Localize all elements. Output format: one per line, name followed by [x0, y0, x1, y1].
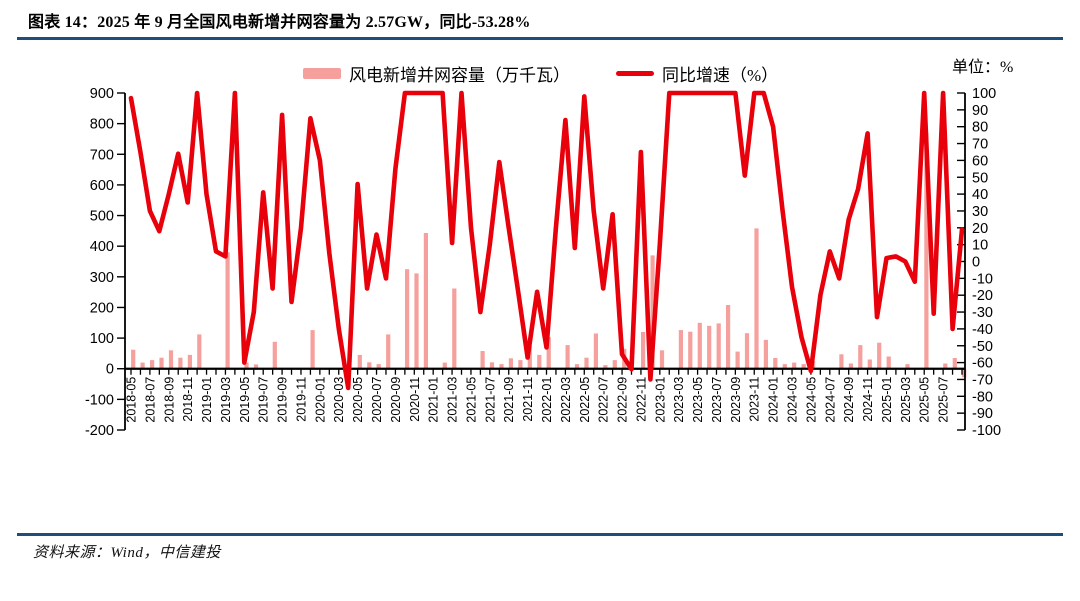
svg-text:100: 100	[972, 86, 996, 102]
bars-series	[131, 132, 967, 378]
x-axis-ticks-labels: 2018-05 2018-07 2018-09 2018-11 2019-01 2019-…	[125, 368, 963, 423]
bar-series-swatch-icon	[303, 68, 341, 79]
svg-text:2025-03: 2025-03	[899, 377, 913, 423]
left-axis-ticks-labels: 900 800 700 600 500 400 300 200 100 0 -100 -200	[85, 86, 125, 439]
line-series-swatch-icon	[616, 71, 654, 76]
svg-text:100: 100	[90, 331, 114, 347]
svg-text:40: 40	[972, 187, 988, 203]
svg-text:2018-11: 2018-11	[181, 377, 195, 422]
svg-text:700: 700	[90, 147, 114, 163]
svg-text:20: 20	[972, 221, 988, 237]
svg-text:-60: -60	[972, 356, 993, 372]
svg-text:2020-05: 2020-05	[351, 377, 365, 423]
yoy-line-series	[128, 90, 965, 391]
svg-text:50: 50	[972, 170, 988, 186]
svg-text:500: 500	[90, 209, 114, 225]
svg-text:2021-03: 2021-03	[446, 377, 460, 423]
svg-text:2022-01: 2022-01	[540, 377, 554, 423]
svg-text:90: 90	[972, 103, 988, 119]
svg-text:-80: -80	[972, 389, 993, 405]
legend-label-yoy: 同比增速（%）	[662, 66, 779, 85]
legend-label-capacity: 风电新增并网容量（万千瓦）	[349, 66, 570, 85]
svg-text:0: 0	[972, 255, 980, 271]
svg-text:2024-05: 2024-05	[804, 377, 818, 423]
svg-text:-100: -100	[972, 423, 1001, 439]
title-divider-rule	[17, 37, 1063, 40]
svg-text:2021-09: 2021-09	[502, 377, 516, 423]
svg-text:2022-03: 2022-03	[559, 377, 573, 423]
chart-title: 图表 14：2025 年 9 月全国风电新增并网容量为 2.57GW，同比-53…	[28, 14, 531, 31]
svg-text:2020-03: 2020-03	[332, 377, 346, 423]
svg-text:2018-07: 2018-07	[143, 377, 157, 423]
svg-text:800: 800	[90, 117, 114, 133]
svg-text:2021-05: 2021-05	[464, 377, 478, 423]
svg-text:900: 900	[90, 86, 114, 102]
svg-text:300: 300	[90, 270, 114, 286]
svg-text:2022-09: 2022-09	[616, 377, 630, 423]
svg-text:60: 60	[972, 153, 988, 169]
svg-text:-20: -20	[972, 288, 993, 304]
svg-text:2022-07: 2022-07	[597, 377, 611, 423]
svg-text:2020-07: 2020-07	[370, 377, 384, 423]
svg-text:200: 200	[90, 300, 114, 316]
legend-item-yoy: 同比增速（%）	[616, 61, 778, 86]
svg-text:2025-01: 2025-01	[880, 377, 894, 423]
svg-text:-70: -70	[972, 372, 993, 388]
svg-text:2022-05: 2022-05	[578, 377, 592, 423]
svg-text:2018-09: 2018-09	[162, 377, 176, 423]
svg-text:2024-11: 2024-11	[861, 377, 875, 422]
svg-text:2023-05: 2023-05	[691, 377, 705, 423]
source-divider-rule	[17, 533, 1063, 536]
svg-text:2023-07: 2023-07	[710, 377, 724, 423]
svg-text:400: 400	[90, 239, 114, 255]
svg-text:600: 600	[90, 178, 114, 194]
svg-text:2019-01: 2019-01	[200, 377, 214, 423]
svg-text:-40: -40	[972, 322, 993, 338]
svg-text:2021-11: 2021-11	[521, 377, 535, 422]
right-axis-ticks-labels: 1009080706050403020100-10-20-30-40-50-60…	[957, 86, 1001, 439]
svg-text:2022-11: 2022-11	[634, 377, 648, 422]
svg-text:2020-11: 2020-11	[408, 377, 422, 422]
svg-text:2025-05: 2025-05	[918, 377, 932, 423]
svg-text:70: 70	[972, 137, 988, 153]
svg-text:2019-05: 2019-05	[238, 377, 252, 423]
chart-legend: 风电新增并网容量（万千瓦） 同比增速（%）	[303, 61, 778, 86]
svg-text:2020-09: 2020-09	[389, 377, 403, 423]
svg-text:0: 0	[106, 362, 114, 378]
svg-text:10: 10	[972, 238, 988, 254]
svg-text:2024-09: 2024-09	[842, 377, 856, 423]
svg-text:-30: -30	[972, 305, 993, 321]
svg-text:2019-07: 2019-07	[257, 377, 271, 423]
svg-text:80: 80	[972, 120, 988, 136]
unit-label: 单位：%	[952, 59, 1014, 76]
svg-text:2019-11: 2019-11	[294, 377, 308, 422]
svg-text:2024-03: 2024-03	[786, 377, 800, 423]
legend-item-capacity: 风电新增并网容量（万千瓦）	[303, 61, 570, 86]
svg-text:2025-07: 2025-07	[937, 377, 951, 423]
svg-text:2023-11: 2023-11	[748, 377, 762, 422]
svg-text:2019-03: 2019-03	[219, 377, 233, 423]
svg-text:2023-09: 2023-09	[729, 377, 743, 423]
source-note: 资料来源：Wind，中信建投	[33, 545, 221, 561]
svg-text:2024-01: 2024-01	[767, 377, 781, 423]
svg-text:-50: -50	[972, 339, 993, 355]
svg-text:2019-09: 2019-09	[276, 377, 290, 423]
svg-text:30: 30	[972, 204, 988, 220]
svg-text:2021-07: 2021-07	[483, 377, 497, 423]
svg-text:-90: -90	[972, 406, 993, 422]
svg-text:2021-01: 2021-01	[427, 377, 441, 423]
svg-text:2023-01: 2023-01	[653, 377, 667, 423]
svg-text:-10: -10	[972, 271, 993, 287]
svg-text:-200: -200	[85, 423, 114, 439]
svg-text:2020-01: 2020-01	[313, 377, 327, 423]
svg-text:-100: -100	[85, 392, 114, 408]
svg-text:2024-07: 2024-07	[823, 377, 837, 423]
svg-text:2018-05: 2018-05	[125, 377, 139, 423]
svg-text:2023-03: 2023-03	[672, 377, 686, 423]
